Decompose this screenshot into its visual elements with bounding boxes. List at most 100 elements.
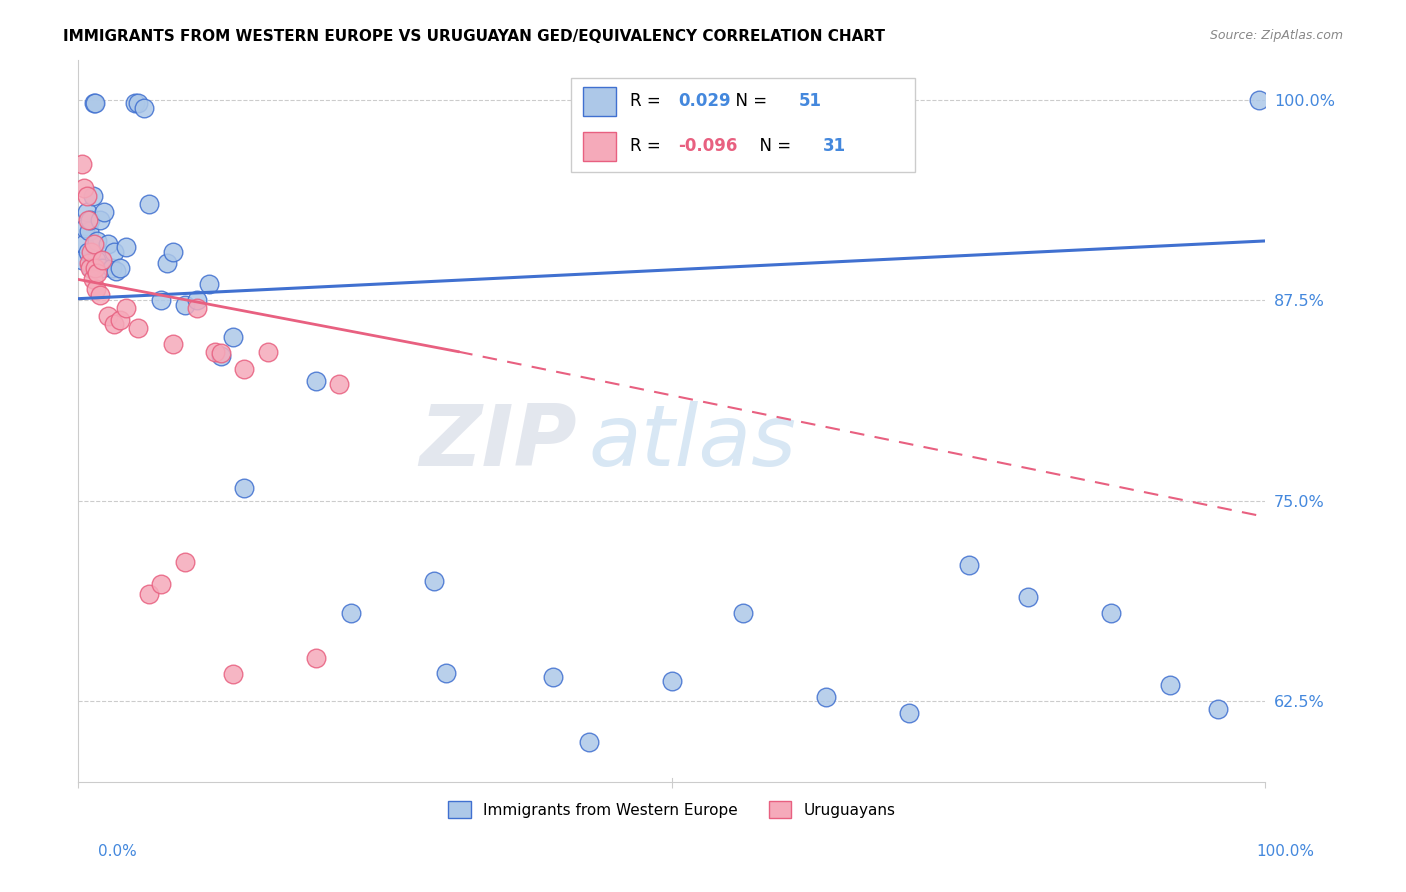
Point — [340, 606, 363, 620]
Point — [305, 651, 328, 665]
Point — [91, 261, 114, 276]
Text: N =: N = — [725, 93, 773, 111]
Point — [83, 95, 105, 110]
Point — [80, 245, 103, 260]
Point — [541, 670, 564, 684]
Point — [209, 346, 232, 360]
Point — [138, 197, 160, 211]
Point — [93, 205, 115, 219]
Point — [76, 213, 98, 227]
Point — [221, 330, 243, 344]
Point — [83, 261, 105, 276]
Text: 51: 51 — [799, 93, 823, 111]
Point — [97, 237, 120, 252]
Point — [423, 574, 446, 588]
Point — [1017, 590, 1039, 604]
Point — [76, 189, 98, 203]
Point — [257, 344, 280, 359]
Point — [80, 261, 103, 276]
Point — [83, 95, 105, 110]
Point — [174, 298, 197, 312]
Point — [221, 667, 243, 681]
Point — [76, 245, 98, 260]
Point — [661, 673, 683, 688]
Point — [186, 293, 208, 308]
Point — [1159, 678, 1181, 692]
Point — [733, 606, 755, 620]
FancyBboxPatch shape — [571, 78, 915, 171]
Text: 0.029: 0.029 — [678, 93, 730, 111]
Point — [83, 237, 105, 252]
Point — [82, 272, 104, 286]
Point — [105, 264, 128, 278]
Text: Source: ZipAtlas.com: Source: ZipAtlas.com — [1209, 29, 1343, 42]
Point — [76, 205, 98, 219]
Point — [86, 266, 108, 280]
Point — [233, 362, 256, 376]
Point — [132, 101, 155, 115]
Point — [233, 481, 256, 495]
Point — [77, 224, 100, 238]
Point — [79, 261, 101, 276]
Point — [100, 261, 122, 276]
Point — [79, 213, 101, 227]
Point — [75, 221, 97, 235]
FancyBboxPatch shape — [583, 132, 616, 161]
Point — [1249, 93, 1271, 107]
Point — [162, 245, 184, 260]
Point — [186, 301, 208, 316]
Point — [86, 234, 108, 248]
Point — [70, 157, 93, 171]
Point — [127, 95, 149, 110]
Text: ZIP: ZIP — [419, 401, 576, 483]
Text: atlas: atlas — [589, 401, 797, 483]
Text: R =: R = — [630, 137, 666, 155]
Point — [138, 587, 160, 601]
Point — [114, 240, 136, 254]
Point — [204, 344, 226, 359]
Point — [209, 350, 232, 364]
Point — [162, 336, 184, 351]
Point — [84, 282, 107, 296]
Text: IMMIGRANTS FROM WESTERN EUROPE VS URUGUAYAN GED/EQUIVALENCY CORRELATION CHART: IMMIGRANTS FROM WESTERN EUROPE VS URUGUA… — [63, 29, 886, 44]
Text: 0.0%: 0.0% — [98, 845, 138, 859]
Point — [198, 277, 221, 292]
Point — [103, 245, 125, 260]
Point — [328, 376, 350, 391]
Point — [1099, 606, 1122, 620]
Point — [82, 189, 104, 203]
Point — [156, 256, 179, 270]
Legend: Immigrants from Western Europe, Uruguayans: Immigrants from Western Europe, Uruguaya… — [440, 793, 903, 826]
Text: 31: 31 — [823, 137, 846, 155]
Point — [150, 293, 173, 308]
Point — [89, 213, 111, 227]
Point — [114, 301, 136, 316]
Point — [108, 261, 131, 276]
Point — [434, 665, 457, 680]
Point — [150, 577, 173, 591]
Point — [305, 374, 328, 388]
Text: 100.0%: 100.0% — [1257, 845, 1315, 859]
Point — [77, 256, 100, 270]
Point — [97, 310, 120, 324]
Text: -0.096: -0.096 — [678, 137, 737, 155]
Point — [124, 95, 146, 110]
Point — [103, 318, 125, 332]
Point — [73, 237, 96, 252]
Point — [108, 312, 131, 326]
FancyBboxPatch shape — [583, 87, 616, 116]
Text: R =: R = — [630, 93, 666, 111]
Point — [89, 288, 111, 302]
Point — [73, 181, 96, 195]
Point — [174, 555, 197, 569]
Point — [1206, 702, 1229, 716]
Text: N =: N = — [749, 137, 796, 155]
Point — [898, 706, 921, 720]
Point — [815, 690, 838, 704]
Point — [70, 253, 93, 268]
Point — [578, 734, 600, 748]
Point — [127, 320, 149, 334]
Point — [957, 558, 980, 572]
Point — [84, 253, 107, 268]
Point — [91, 253, 114, 268]
